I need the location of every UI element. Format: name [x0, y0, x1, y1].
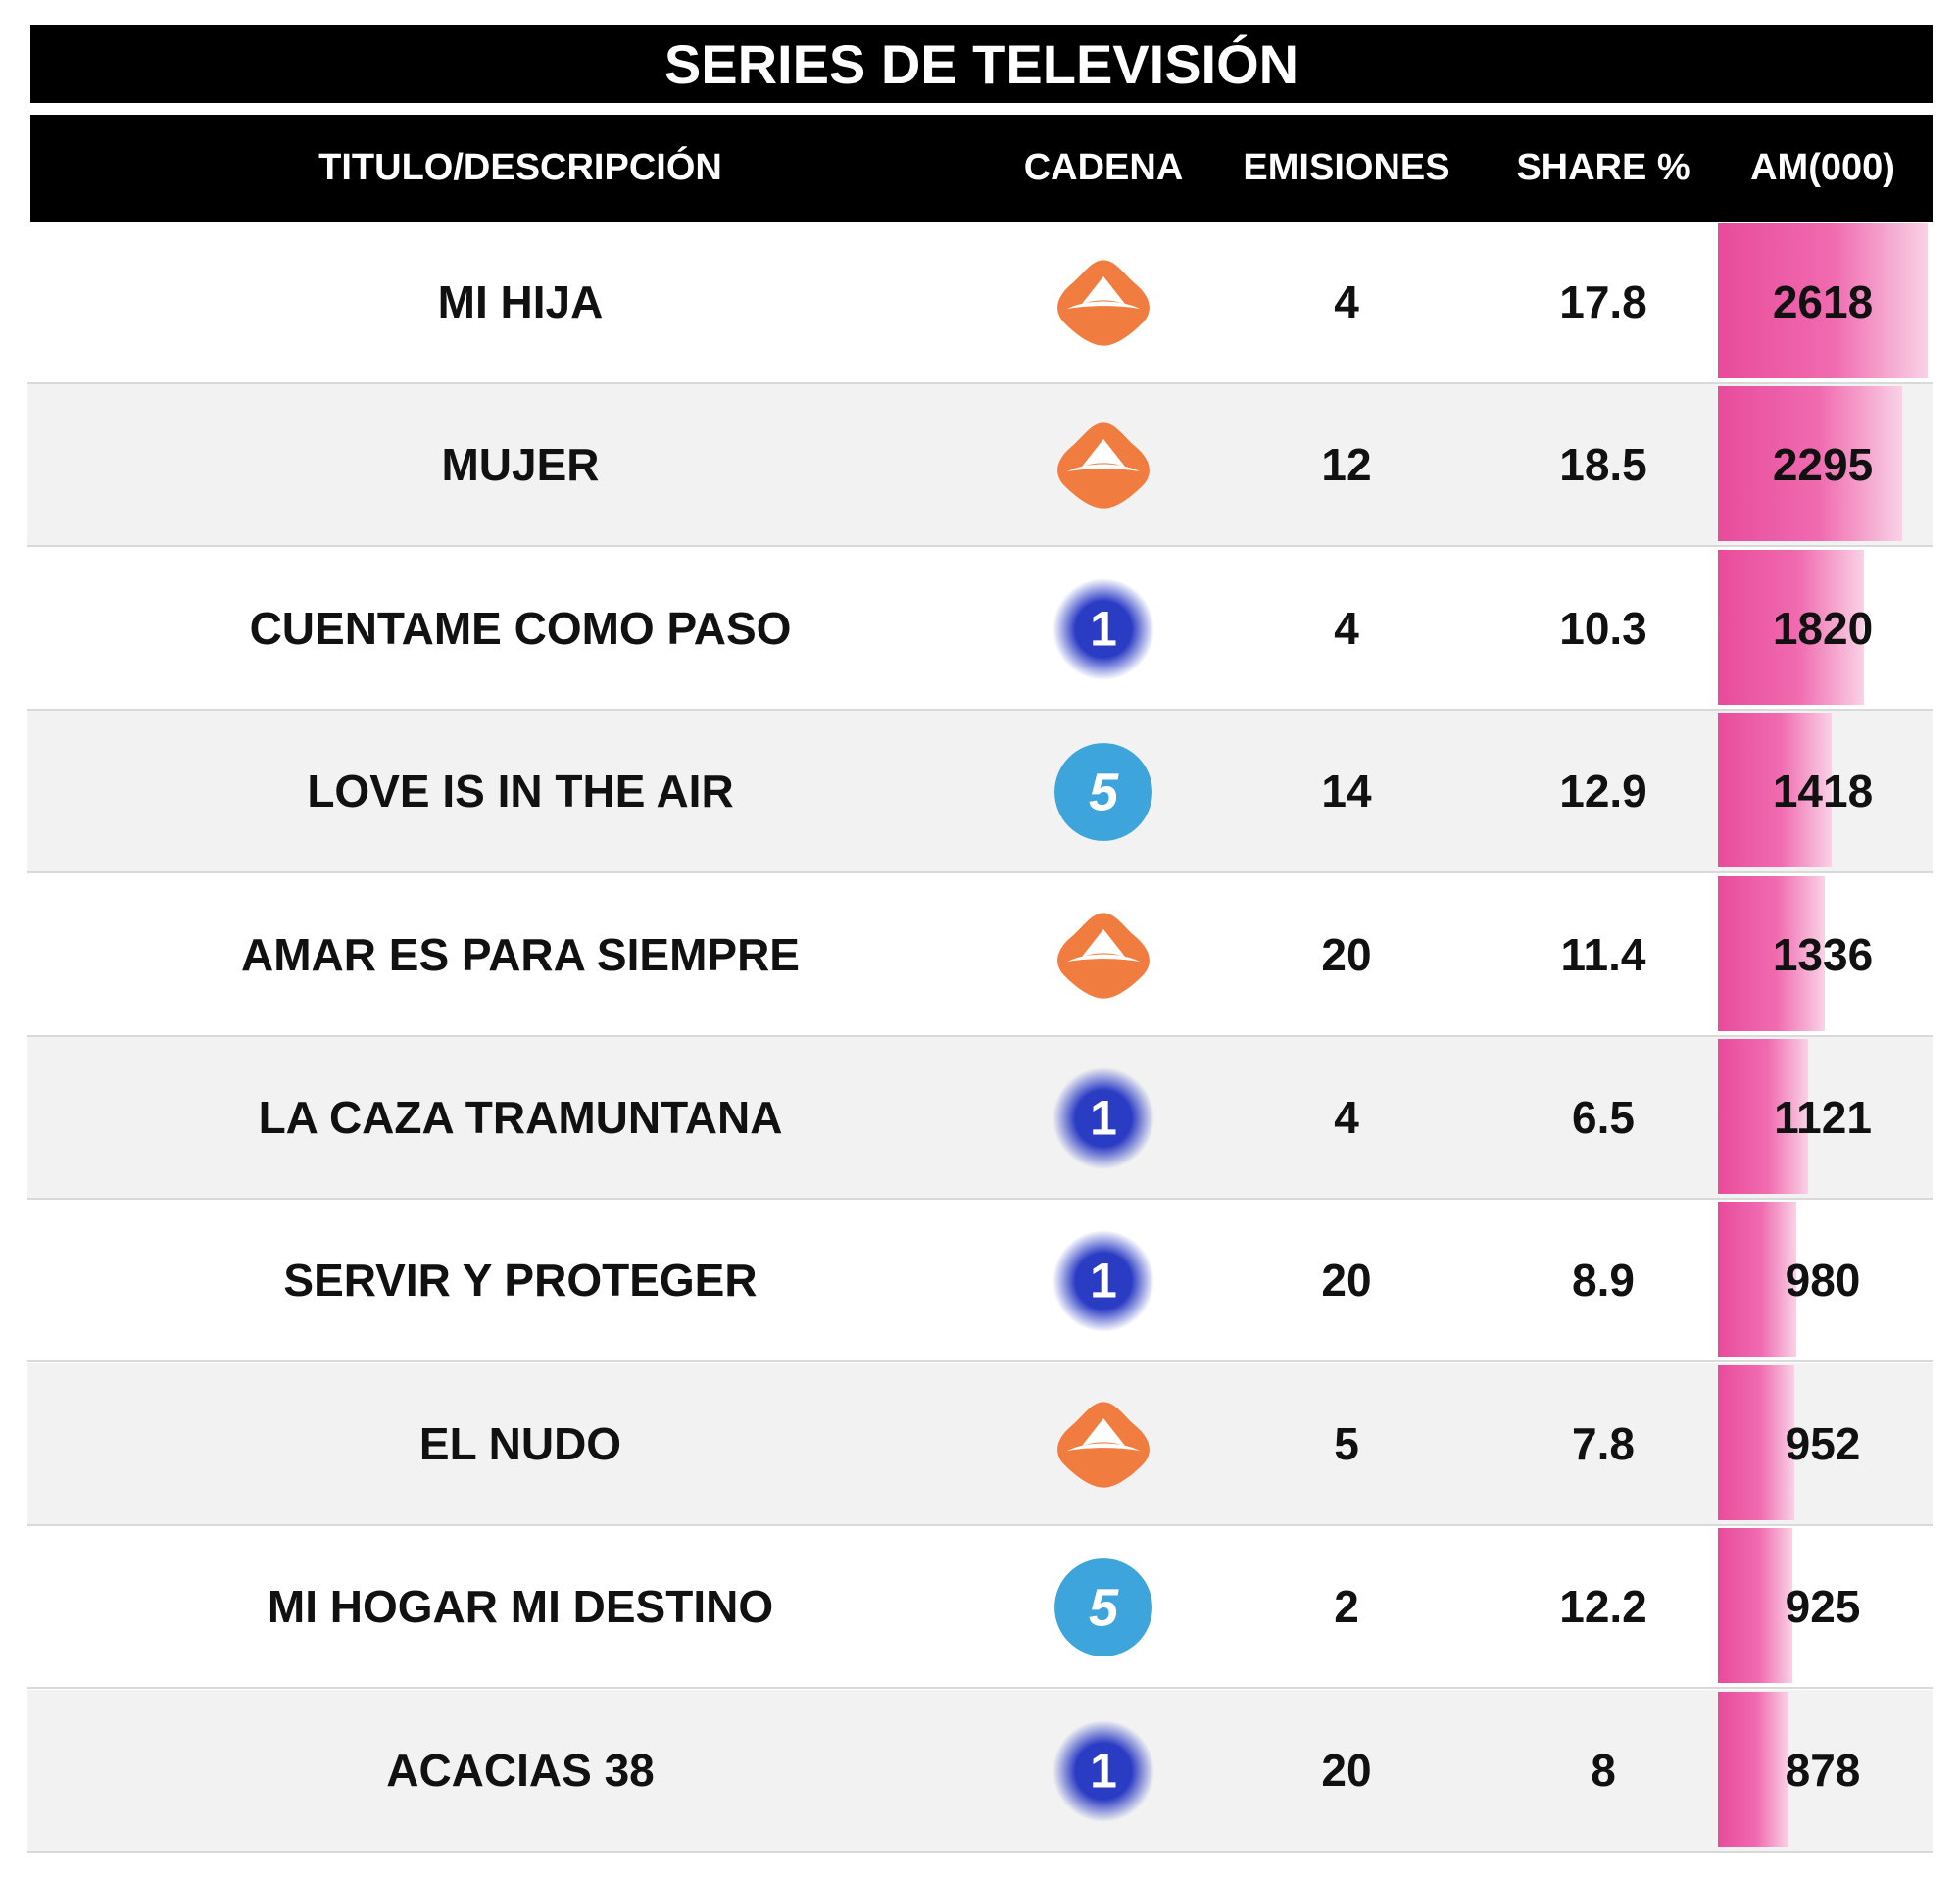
table-row: LOVE IS IN THE AIR 14 12.9 1418 5: [27, 711, 1933, 874]
data-bar: [1718, 1691, 1788, 1847]
logo-circle: [1053, 577, 1154, 680]
table-cell: 8.9: [1572, 1255, 1635, 1307]
table-cell: MI HIJA: [437, 276, 604, 327]
table-cell: 6.5: [1572, 1092, 1635, 1143]
table-cell: 925: [1785, 1581, 1861, 1633]
logo-circle: [1053, 1719, 1154, 1822]
table-cell: 1418: [1772, 766, 1874, 817]
logo-text: 1: [1090, 601, 1117, 656]
data-bar: [1718, 1202, 1797, 1358]
table-cell: 17.8: [1559, 276, 1647, 327]
table-cell: 10.3: [1559, 602, 1647, 654]
channel-logo: 1: [1053, 1719, 1154, 1822]
table-cell: SERVIR Y PROTEGER: [283, 1255, 758, 1307]
table-row: LA CAZA TRAMUNTANA 4 6.5 1121 1: [27, 1037, 1933, 1200]
logo-cut: [1066, 1443, 1141, 1452]
table-cell: 8: [1591, 1744, 1616, 1796]
channel-logo: 1: [1053, 1230, 1154, 1333]
table-cell: 5: [1334, 1417, 1359, 1469]
logo-cut: [1081, 439, 1126, 469]
table-cell: 14: [1321, 766, 1372, 817]
column-header: EMISIONES: [1243, 147, 1450, 188]
table-cell: 1121: [1774, 1092, 1872, 1143]
data-bar: [1718, 386, 1902, 542]
table-cell: 20: [1321, 1255, 1372, 1307]
table-cell: LA CAZA TRAMUNTANA: [258, 1092, 783, 1143]
logo-text: 5: [1089, 764, 1119, 822]
table-cell: CUENTAME COMO PASO: [249, 602, 792, 654]
table-cell: EL NUDO: [418, 1417, 622, 1469]
table-cell: 1820: [1772, 602, 1874, 654]
table-cell: 4: [1334, 602, 1359, 654]
table-row: MUJER 12 18.5 2295: [27, 384, 1933, 548]
logo-cut: [1066, 464, 1141, 472]
table-cell: 11.4: [1560, 928, 1646, 980]
data-bar: [1718, 875, 1826, 1031]
table-cell: 12.2: [1559, 1581, 1647, 1633]
column-header: SHARE %: [1516, 147, 1690, 188]
channel-logo: [1057, 422, 1150, 510]
table-cell: 980: [1785, 1255, 1861, 1307]
logo-circle: [1053, 1067, 1154, 1169]
table-cell: AMAR ES PARA SIEMPRE: [241, 928, 800, 980]
table-cell: 12.9: [1559, 766, 1647, 817]
channel-logo: [1057, 260, 1150, 346]
table-cell: 2618: [1772, 276, 1874, 327]
table-cell: 1336: [1772, 928, 1874, 980]
logo-circle: [1054, 1558, 1152, 1657]
table-cell: ACACIAS 38: [386, 1744, 655, 1796]
logo-cut: [1066, 301, 1141, 310]
page-title: SERIES DE TELEVISIÓN: [30, 25, 1933, 103]
channel-logo: [1057, 912, 1150, 999]
channel-logo: 5: [1054, 1558, 1152, 1657]
table-row: AMAR ES PARA SIEMPRE 20 11.4 1336: [27, 873, 1933, 1037]
column-header: CADENA: [1023, 147, 1184, 188]
table-row: MI HOGAR MI DESTINO 2 12.2 925 5: [27, 1526, 1933, 1690]
logo-cut: [1081, 275, 1126, 306]
channel-logo: 5: [1054, 743, 1152, 842]
table-cell: 12: [1321, 439, 1372, 491]
column-header: TITULO/DESCRIPCIÓN: [318, 147, 722, 188]
table-cell: 4: [1334, 1092, 1359, 1143]
channel-logo: 1: [1053, 1067, 1154, 1169]
logo-text: 1: [1090, 1254, 1117, 1309]
channel-logo: [1057, 1402, 1150, 1488]
logo-text: 1: [1090, 1091, 1117, 1146]
logo-circle: [1054, 743, 1152, 842]
data-bar: [1718, 1528, 1792, 1684]
logo-cut: [1066, 954, 1141, 962]
logo-cut: [1081, 928, 1126, 958]
table-cell: MUJER: [441, 439, 600, 491]
table-cell: 2295: [1772, 439, 1874, 491]
logo-text: 5: [1089, 1579, 1119, 1638]
table-row: MI HIJA 4 17.8 2618: [27, 222, 1933, 384]
table-cell: 2: [1334, 1581, 1359, 1633]
column-header: AM(000): [1750, 147, 1895, 188]
table-row: EL NUDO 5 7.8 952: [27, 1362, 1933, 1526]
table-cell: 952: [1785, 1417, 1861, 1469]
table-cell: LOVE IS IN THE AIR: [307, 766, 734, 817]
table-row: SERVIR Y PROTEGER 20 8.9 980 1: [27, 1200, 1933, 1363]
channel-logo: 1: [1053, 577, 1154, 680]
table-cell: 7.8: [1572, 1417, 1635, 1469]
table-cell: 878: [1785, 1744, 1861, 1796]
table-cell: 18.5: [1559, 439, 1647, 491]
table-row: ACACIAS 38 20 8 878 1: [27, 1689, 1933, 1853]
table-cell: 20: [1321, 1744, 1372, 1796]
table-row: CUENTAME COMO PASO 4 10.3 1820 1: [27, 547, 1933, 711]
table-header: TITULO/DESCRIPCIÓN CADENA EMISIONES SHARE %…: [30, 115, 1933, 222]
table-cell: 4: [1334, 276, 1359, 327]
data-bar: [1718, 223, 1928, 378]
logo-text: 1: [1090, 1743, 1117, 1798]
table-cell: 20: [1321, 928, 1372, 980]
table-cell: MI HOGAR MI DESTINO: [267, 1581, 774, 1633]
data-bar: [1718, 1039, 1808, 1194]
logo-cut: [1081, 1417, 1126, 1447]
data-bar: [1718, 1364, 1794, 1520]
data-bar: [1718, 549, 1864, 705]
logo-circle: [1053, 1230, 1154, 1333]
data-bar: [1718, 713, 1832, 868]
